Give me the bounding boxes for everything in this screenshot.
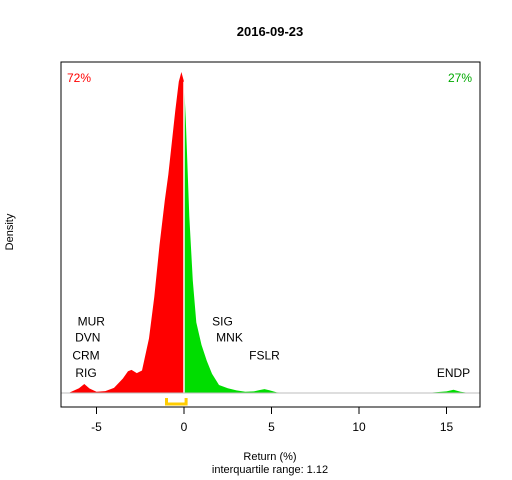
iqr-bracket [165, 398, 188, 406]
chart-title: 2016-09-23 [237, 24, 304, 39]
ticker-label-fslr: FSLR [249, 348, 280, 362]
negative-density-area [68, 72, 184, 393]
negative-share-label: 72% [67, 71, 91, 85]
x-tick-label: 15 [440, 420, 454, 434]
positive-density-area [184, 81, 470, 393]
iqr-subtitle: interquartile range: 1.12 [212, 464, 328, 476]
x-tick-label: 0 [181, 420, 188, 434]
ticker-label-rig: RIG [75, 366, 96, 380]
ticker-label-endp: ENDP [437, 366, 470, 380]
positive-share-label: 27% [448, 71, 472, 85]
ticker-label-mur: MUR [78, 315, 106, 329]
y-axis-label: Density [4, 213, 16, 250]
ticker-label-crm: CRM [72, 348, 99, 362]
x-axis: -5 0 5 10 15 [91, 406, 454, 434]
ticker-label-dvn: DVN [75, 331, 100, 345]
x-tick-label: 10 [352, 420, 366, 434]
ticker-label-mnk: MNK [216, 331, 243, 345]
plot-area: MUR DVN CRM RIG SIG MNK FSLR ENDP [61, 72, 480, 406]
x-tick-label: -5 [91, 420, 102, 434]
x-axis-label: Return (%) [243, 451, 296, 463]
x-tick-label: 5 [268, 420, 275, 434]
ticker-label-sig: SIG [212, 315, 233, 329]
